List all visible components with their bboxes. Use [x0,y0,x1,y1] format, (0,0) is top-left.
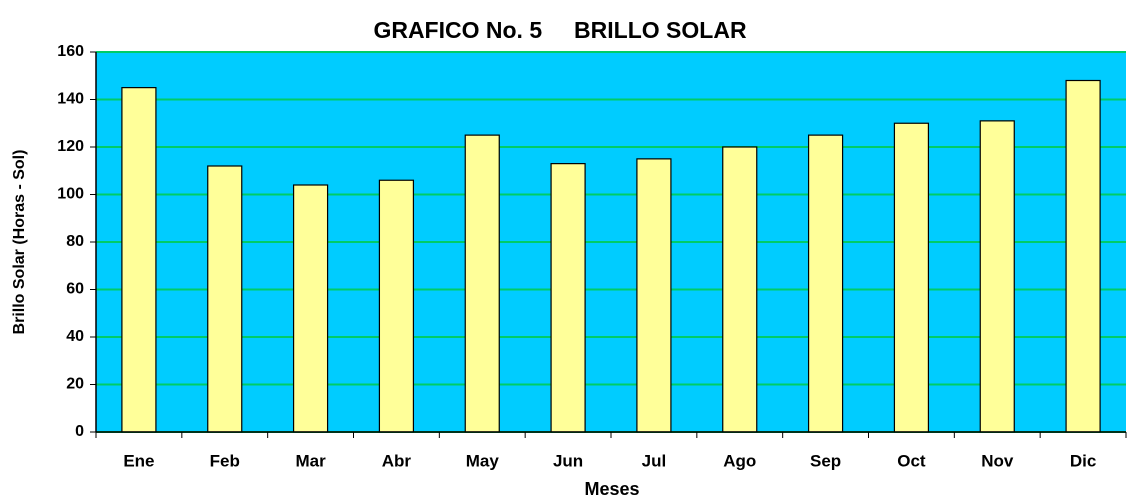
x-tick-label: Mar [295,451,326,470]
bar [893,122,930,433]
x-tick-label: Oct [897,451,926,470]
y-tick-label: 20 [66,376,84,393]
x-axis-label: Meses [584,479,639,499]
bar [807,134,844,433]
bar [722,146,758,433]
x-tick-label: Ago [723,451,756,470]
bar [292,184,329,433]
x-tick-label: Abr [382,451,412,470]
chart-title: GRAFICO No. 5 BRILLO SOLAR [373,17,747,43]
y-tick-label: 60 [66,281,84,298]
bar [464,134,500,433]
bar [378,179,415,433]
x-tick-label: May [466,451,500,470]
y-tick-label: 0 [75,423,84,440]
y-tick-label: 40 [66,328,84,345]
bar [121,87,157,433]
x-tick-label: Sep [810,451,841,470]
x-tick-label: Jun [553,451,583,470]
x-tick-label: Jul [642,451,667,470]
bar [636,158,672,433]
y-tick-label: 120 [57,138,84,155]
bar [979,120,1015,433]
y-axis-label: Brillo Solar (Horas - Sol) [11,150,28,335]
y-tick-label: 80 [66,233,84,250]
bar [550,163,586,433]
x-tick-label: Nov [981,451,1014,470]
bar [1065,79,1101,433]
y-tick-label: 140 [57,91,84,108]
x-tick-label: Dic [1070,451,1096,470]
y-tick-label: 100 [57,186,84,203]
y-tick-label: 160 [57,43,84,60]
x-tick-label: Ene [123,451,154,470]
bar [207,165,243,433]
x-tick-label: Feb [210,451,240,470]
